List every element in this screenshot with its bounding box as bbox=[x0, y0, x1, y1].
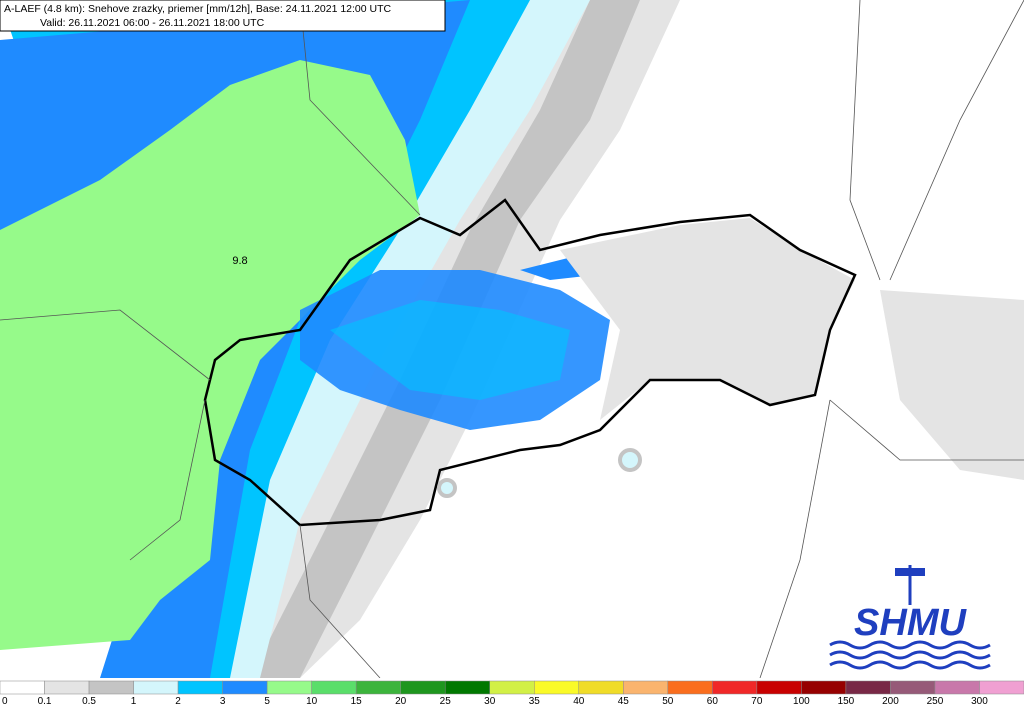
legend-label: 200 bbox=[882, 696, 899, 707]
precip-cyan bbox=[330, 300, 570, 400]
legend-label: 250 bbox=[927, 696, 944, 707]
legend-label: 20 bbox=[395, 696, 407, 707]
legend-swatch bbox=[177, 680, 223, 695]
legend-label: 0.1 bbox=[38, 696, 52, 707]
legend-swatch bbox=[712, 680, 758, 695]
legend-swatch bbox=[578, 680, 624, 695]
legend-swatch bbox=[489, 680, 535, 695]
legend-swatch bbox=[756, 680, 802, 695]
legend-swatch bbox=[934, 680, 980, 695]
legend-swatch bbox=[890, 680, 936, 695]
legend-swatch bbox=[133, 680, 179, 695]
header-box bbox=[0, 0, 446, 32]
legend-label: 10 bbox=[306, 696, 318, 707]
legend-swatch bbox=[88, 680, 134, 695]
legend-swatch bbox=[623, 680, 669, 695]
legend-label: 0.5 bbox=[82, 696, 96, 707]
legend-label: 5 bbox=[264, 696, 270, 707]
precip-spot bbox=[437, 478, 457, 498]
legend-swatch bbox=[534, 680, 580, 695]
legend-swatch bbox=[801, 680, 847, 695]
precip-spot bbox=[618, 448, 642, 472]
legend-swatch bbox=[979, 680, 1024, 695]
logo-waves bbox=[829, 640, 991, 670]
legend-label: 0 bbox=[2, 696, 8, 707]
logo-text: SHMU bbox=[854, 602, 967, 644]
legend-swatch bbox=[845, 680, 891, 695]
legend-label: 1 bbox=[131, 696, 137, 707]
legend-swatch bbox=[400, 680, 446, 695]
legend-swatch bbox=[0, 680, 45, 695]
legend-swatch bbox=[444, 680, 490, 695]
legend-swatch bbox=[266, 680, 312, 695]
header-line1: A-LAEF (4.8 km): Snehove zrazky, priemer… bbox=[4, 3, 392, 15]
header-line2: Valid: 26.11.2021 06:00 - 26.11.2021 18:… bbox=[40, 17, 265, 29]
legend-label: 100 bbox=[793, 696, 810, 707]
legend-label: 50 bbox=[662, 696, 674, 707]
legend-label: 30 bbox=[484, 696, 496, 707]
legend-label: 15 bbox=[351, 696, 363, 707]
legend-label: 300 bbox=[971, 696, 988, 707]
legend-label: 3 bbox=[220, 696, 226, 707]
legend-swatch bbox=[311, 680, 357, 695]
border-lines bbox=[0, 0, 1024, 679]
legend: 0 0.1 0.5 1 2 3 5 10 15 20 25 30 35 40 45 50 60 70 100 150 2… bbox=[0, 680, 1024, 707]
legend-label: 150 bbox=[838, 696, 855, 707]
precip-green bbox=[0, 60, 420, 650]
legend-label: 70 bbox=[751, 696, 763, 707]
precip-light-gray bbox=[560, 218, 855, 420]
legend-label: 25 bbox=[440, 696, 452, 707]
max-label: 9.8 bbox=[232, 255, 247, 267]
legend-swatch bbox=[222, 680, 268, 695]
legend-swatch bbox=[667, 680, 713, 695]
logo: SHMU bbox=[829, 565, 991, 670]
legend-label: 2 bbox=[175, 696, 181, 707]
country-border bbox=[203, 198, 857, 527]
legend-swatch bbox=[355, 680, 401, 695]
legend-label: 40 bbox=[573, 696, 585, 707]
legend-label: 60 bbox=[707, 696, 719, 707]
legend-label: 45 bbox=[618, 696, 630, 707]
precip-light-gray bbox=[880, 290, 1024, 480]
logo-vane bbox=[895, 568, 925, 576]
legend-label: 35 bbox=[529, 696, 541, 707]
legend-swatch bbox=[44, 680, 90, 695]
